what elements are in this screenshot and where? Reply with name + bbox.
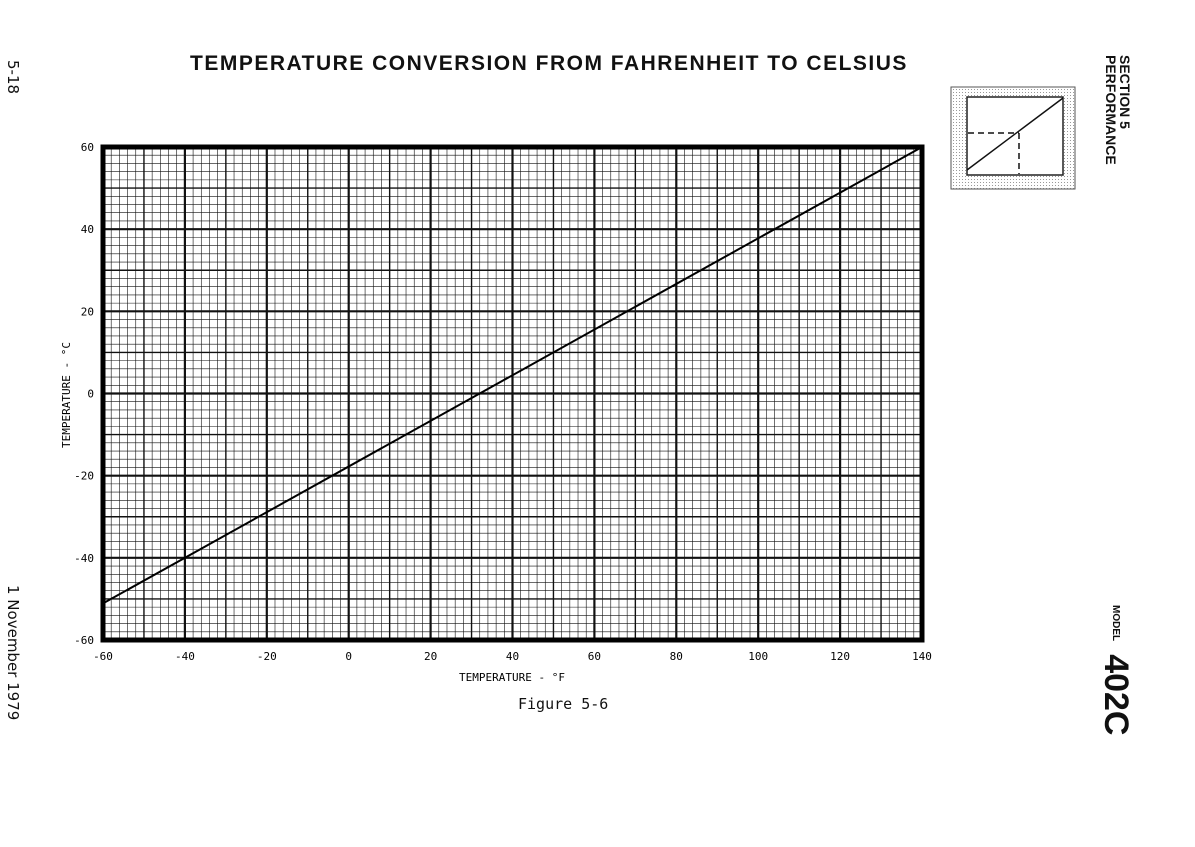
x-tick-label: -60: [93, 650, 113, 663]
x-tick-label: 40: [506, 650, 519, 663]
x-tick-label: -20: [257, 650, 277, 663]
y-tick-label: 60: [81, 141, 94, 154]
section-index-icon: [950, 86, 1076, 190]
chart-title: TEMPERATURE CONVERSION FROM FAHRENHEIT T…: [190, 52, 908, 75]
conversion-line: [102, 146, 923, 605]
y-axis-label: TEMPERATURE - °C: [60, 342, 73, 448]
x-tick-label: 60: [588, 650, 601, 663]
y-tick-label: -20: [74, 470, 94, 483]
y-tick-label: -60: [74, 634, 94, 647]
y-tick-label: 0: [87, 388, 94, 401]
plot-frame: [100, 144, 925, 643]
x-axis-label: TEMPERATURE - °F: [459, 671, 565, 684]
y-tick-label: 20: [81, 305, 94, 318]
x-tick-label: 0: [345, 650, 352, 663]
x-tick-label: 120: [830, 650, 850, 663]
x-tick-label: 20: [424, 650, 437, 663]
y-tick-label: -40: [74, 552, 94, 565]
x-tick-label: 140: [912, 650, 932, 663]
x-tick-label: 100: [748, 650, 768, 663]
y-tick-label: 40: [81, 223, 94, 236]
x-tick-label: 80: [670, 650, 683, 663]
x-tick-label: -40: [175, 650, 195, 663]
figure-caption: Figure 5-6: [518, 695, 609, 713]
